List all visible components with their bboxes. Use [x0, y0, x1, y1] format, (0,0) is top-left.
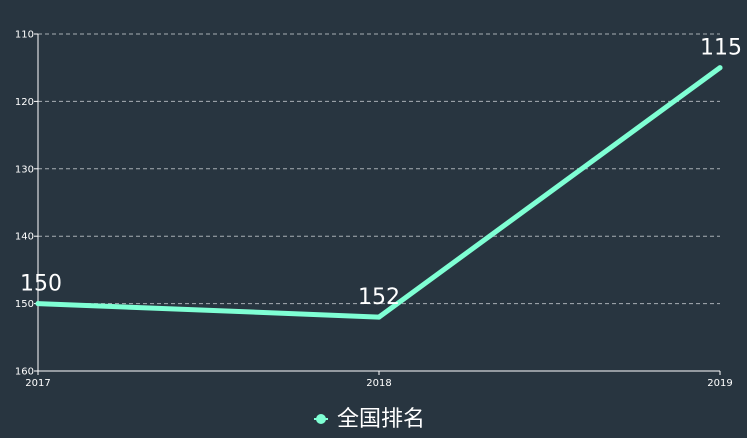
y-tick-label-140: 140 — [15, 232, 34, 243]
data-label-2018: 152 — [358, 285, 400, 310]
legend-label: 全国排名 — [337, 407, 425, 432]
grid-lines — [38, 33, 720, 305]
series-layer — [35, 65, 723, 320]
data-point-2019 — [717, 65, 723, 71]
y-tick-label-150: 150 — [15, 299, 34, 310]
legend-dot-marker — [316, 414, 326, 424]
y-tick-label-110: 110 — [15, 30, 34, 41]
legend[interactable]: 全国排名 — [314, 407, 425, 432]
x-tick-label-2019: 2019 — [707, 378, 732, 389]
y-tick-label-160: 160 — [15, 367, 34, 378]
series-line-0 — [35, 65, 723, 320]
x-tick-label-2017: 2017 — [25, 378, 50, 389]
x-tick-label-2018: 2018 — [366, 378, 391, 389]
y-tick-label-120: 120 — [15, 97, 34, 108]
data-label-2019: 115 — [700, 36, 742, 61]
data-point-2018 — [376, 314, 382, 320]
y-tick-label-130: 130 — [15, 164, 34, 175]
data-labels: 150 152 115 — [20, 36, 742, 310]
data-point-2017 — [35, 301, 41, 307]
data-label-2017: 150 — [20, 272, 62, 297]
